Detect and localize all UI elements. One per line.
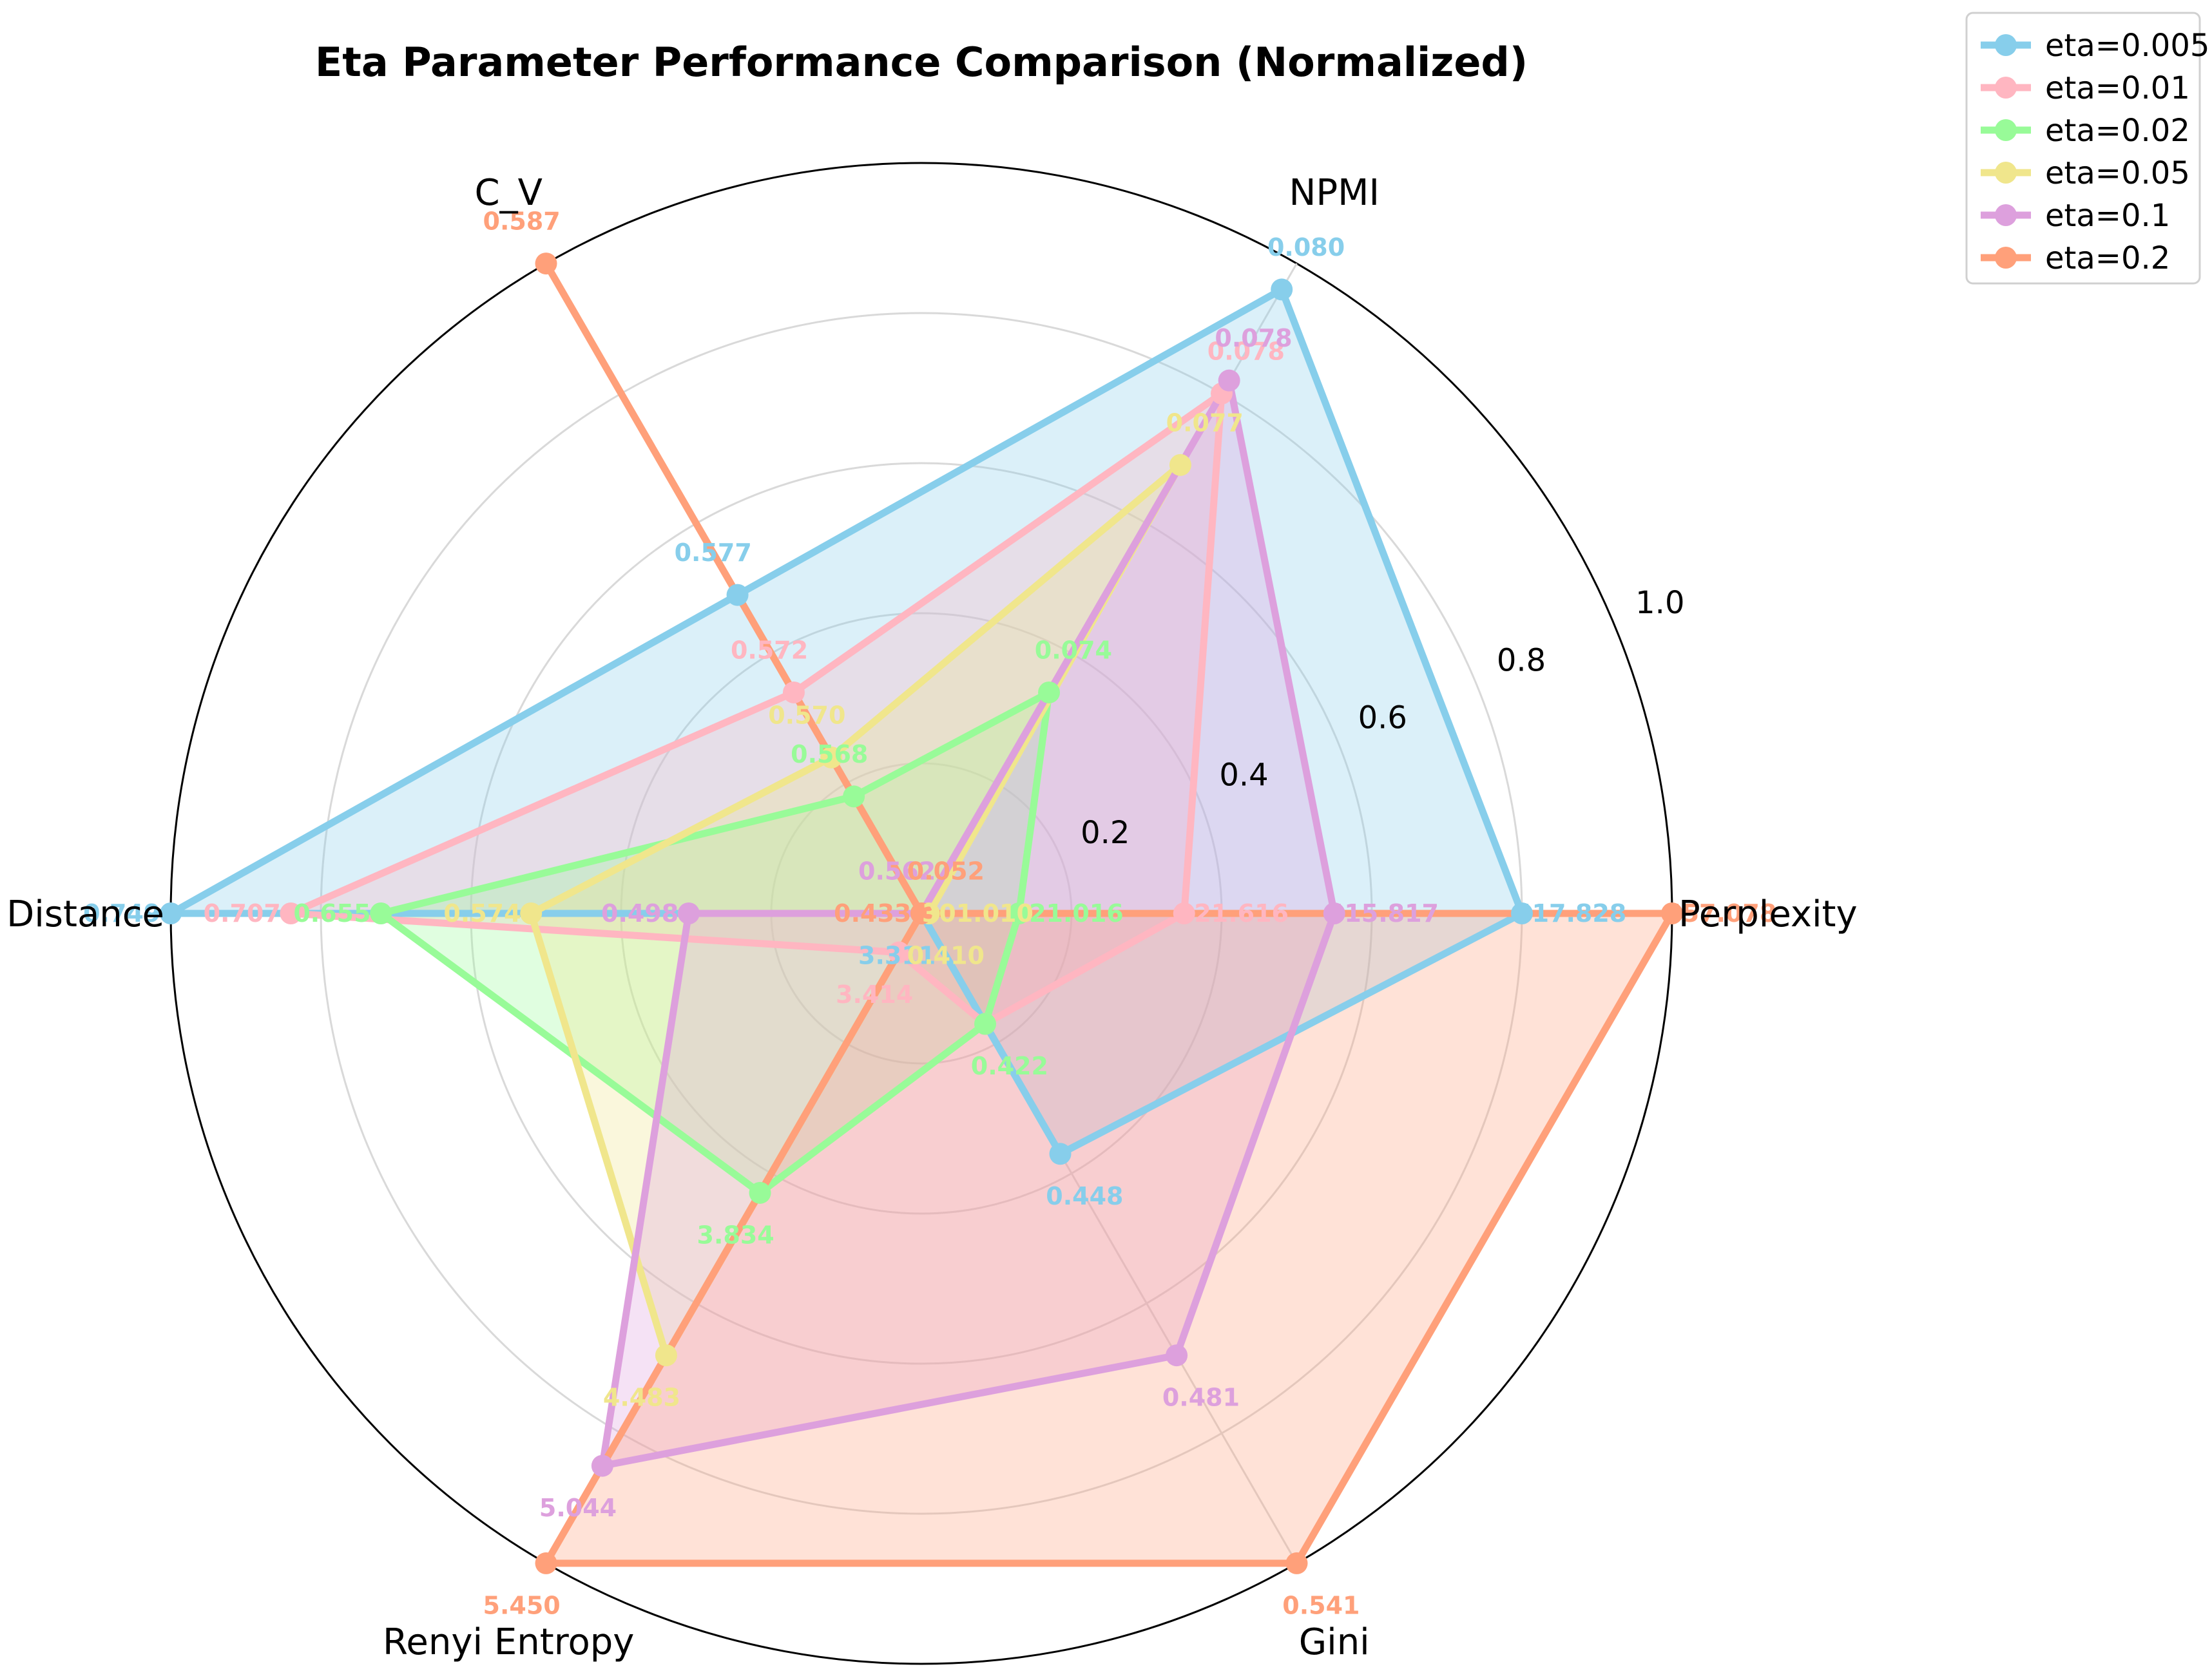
data-point-eta-0-05-npmi <box>1169 453 1191 476</box>
data-point-eta-0-05-c-v <box>820 746 843 768</box>
chart-title: Eta Parameter Performance Comparison (No… <box>315 39 1528 86</box>
data-point-eta-0-005-gini <box>1049 1143 1072 1165</box>
value-label-eta-0-01-c-v: 0.572 <box>731 636 808 664</box>
data-point-eta-0-005-c-v <box>726 584 749 606</box>
data-point-eta-0-1-renyi-entropy <box>591 1454 613 1477</box>
value-label-eta-0-01-npmi: 0.078 <box>1207 337 1285 365</box>
legend-label-eta-0-2: eta=0.2 <box>2045 240 2170 276</box>
value-label-eta-0-005-npmi: 0.080 <box>1267 233 1345 262</box>
legend-marker-eta-0-2 <box>1995 247 2017 269</box>
data-point-eta-0-2-c-v <box>535 253 557 275</box>
legend-label-eta-0-1: eta=0.1 <box>2045 198 2170 234</box>
rtick-label: 0.2 <box>1081 815 1130 851</box>
value-label-eta-0-1-npmi: 0.078 <box>1215 324 1292 352</box>
value-label-eta-0-02-gini: 0.422 <box>971 1052 1048 1080</box>
value-label-eta-0-01-js-distance: 0.707 <box>204 899 281 928</box>
data-point-eta-0-2-gini <box>1285 1552 1308 1574</box>
legend-marker-eta-0-02 <box>1995 119 2017 141</box>
value-label-eta-0-005-renyi-entropy: 3.311 <box>858 942 936 970</box>
value-label-eta-0-01-renyi-entropy: 3.414 <box>836 980 913 1009</box>
data-point-eta-0-01-renyi-entropy <box>888 941 910 964</box>
data-point-eta-0-005-perplexity <box>1511 902 1533 924</box>
value-label-eta-0-02-npmi: 0.074 <box>1035 636 1112 664</box>
data-point-eta-0-1-npmi <box>1218 369 1240 392</box>
series-points <box>160 253 1683 1574</box>
value-label-eta-0-1-c-v: 0.562 <box>858 857 936 885</box>
data-point-eta-0-005-npmi <box>1271 278 1293 301</box>
value-label-eta-0-01-gini: 0.422 <box>971 1052 1048 1080</box>
value-label-eta-0-1-renyi-entropy: 5.044 <box>539 1494 617 1522</box>
legend-marker-eta-0-01 <box>1995 77 2017 99</box>
legend-marker-eta-0-005 <box>1995 34 2017 56</box>
value-label-eta-0-2-renyi-entropy: 5.450 <box>483 1591 561 1619</box>
data-point-eta-0-2-perplexity <box>1661 902 1683 924</box>
value-labels: 417.828 0.080 0.577 0.749 3.311 0.448 321.616 0… <box>83 207 1776 1620</box>
axis-label-js-distance: JS Distance <box>0 893 164 935</box>
axis-label-renyi-entropy: Renyi Entropy <box>383 1621 634 1663</box>
value-label-eta-0-005-c-v: 0.577 <box>675 539 752 567</box>
radial-tick-labels: 0.2 0.4 0.6 0.8 1.0 <box>1081 585 1684 851</box>
data-point-eta-0-005-js-distance <box>160 902 182 924</box>
data-point-eta-0-02-gini <box>974 1013 997 1035</box>
value-label-eta-0-02-c-v: 0.568 <box>791 740 868 768</box>
data-point-eta-0-02-perplexity <box>1008 902 1030 924</box>
data-point-eta-0-02-renyi-entropy <box>749 1181 771 1204</box>
series-fill-eta-0-005 <box>171 289 1522 1154</box>
value-label-eta-0-05-c-v: 0.570 <box>768 701 845 729</box>
value-label-eta-0-2-gini: 0.541 <box>1282 1591 1360 1619</box>
data-point-eta-0-2-renyi-entropy <box>535 1552 557 1574</box>
rtick-label: 0.8 <box>1497 642 1546 678</box>
legend-label-eta-0-005: eta=0.005 <box>2045 28 2209 64</box>
value-label-eta-0-02-perplexity: 321.016 <box>1012 899 1124 928</box>
data-point-eta-0-02-c-v <box>843 785 865 808</box>
rtick-label: 0.6 <box>1358 700 1407 736</box>
value-label-eta-0-05-npmi: 0.077 <box>1166 408 1244 437</box>
value-label-eta-0-1-gini: 0.481 <box>1162 1384 1240 1412</box>
data-point-eta-0-05-js-distance <box>520 902 543 924</box>
data-point-eta-0-1-js-distance <box>677 902 700 924</box>
data-point-eta-0-01-js-distance <box>280 902 302 924</box>
series-fill-eta-0-01 <box>291 393 1222 1024</box>
data-point-eta-0-02-js-distance <box>370 902 392 924</box>
value-label-eta-0-01-perplexity: 321.616 <box>1177 899 1289 928</box>
value-label-eta-0-05-gini: 0.410 <box>907 942 985 970</box>
axis-label-npmi: NPMI <box>1289 172 1380 214</box>
data-point-eta-0-02-npmi <box>1038 681 1061 703</box>
value-label-eta-0-05-perplexity: 301.010 <box>922 899 1034 928</box>
data-point-eta-0-01-perplexity <box>1173 902 1195 924</box>
value-label-eta-0-2-perplexity: 457.078 <box>1665 899 1776 928</box>
axis-label-perplexity: Perplexity <box>1678 893 1858 935</box>
value-label-eta-0-02-renyi-entropy: 3.834 <box>697 1221 774 1249</box>
legend-label-eta-0-05: eta=0.05 <box>2045 155 2190 191</box>
data-point-eta-0-1-gini <box>1166 1344 1188 1367</box>
rtick-label: 0.4 <box>1219 758 1268 794</box>
axis-label-c-v: C_V <box>475 172 543 214</box>
series-fill-eta-0-1 <box>602 380 1334 1466</box>
axis-labels: Perplexity NPMI C_V JS Distance Renyi Entrop… <box>0 172 1858 1663</box>
data-point-eta-0-05-renyi-entropy <box>655 1344 677 1367</box>
rtick-label: 1.0 <box>1635 585 1684 621</box>
legend-marker-eta-0-1 <box>1995 204 2017 226</box>
value-label-eta-0-05-renyi-entropy: 4.483 <box>603 1384 680 1412</box>
data-point-eta-0-01-c-v <box>782 681 805 703</box>
legend: eta=0.005 eta=0.01 eta=0.02 eta=0.05 eta=0.1… <box>1965 12 2209 285</box>
legend-marker-eta-0-05 <box>1995 162 2017 184</box>
axis-label-gini: Gini <box>1299 1621 1370 1663</box>
value-label-eta-0-02-js-distance: 0.655 <box>293 899 370 928</box>
value-label-eta-0-005-gini: 0.448 <box>1046 1182 1123 1210</box>
value-label-eta-0-005-js-distance: 0.749 <box>83 899 160 928</box>
legend-label-eta-0-01: eta=0.01 <box>2045 70 2190 106</box>
value-label-eta-0-005-perplexity: 417.828 <box>1515 899 1626 928</box>
data-point-eta-0-2-js-distance <box>910 902 932 924</box>
legend-label-eta-0-02: eta=0.02 <box>2045 113 2190 149</box>
value-label-eta-0-1-js-distance: 0.498 <box>601 899 678 928</box>
value-label-eta-0-1-perplexity: 415.817 <box>1327 899 1439 928</box>
data-point-eta-0-1-perplexity <box>1323 902 1345 924</box>
value-label-eta-0-2-js-distance: 0.433 <box>834 899 911 928</box>
value-label-eta-0-05-js-distance: 0.574 <box>443 899 521 928</box>
value-label-eta-0-2-npmi: 0.052 <box>907 857 985 885</box>
value-label-eta-0-2-c-v: 0.587 <box>483 207 561 236</box>
